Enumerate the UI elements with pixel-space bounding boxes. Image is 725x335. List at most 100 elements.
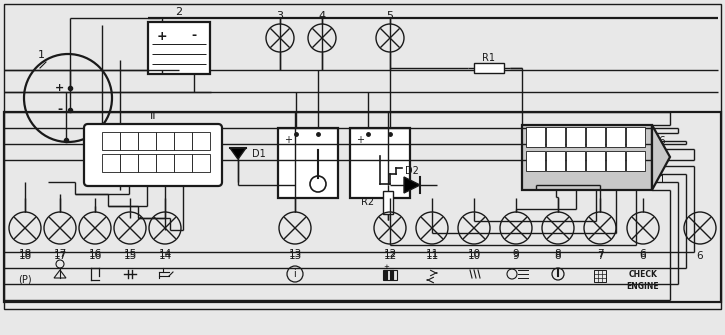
Text: 3: 3 [613, 154, 619, 163]
Text: 12: 12 [384, 249, 397, 259]
Text: 14: 14 [158, 251, 172, 261]
Bar [156, 132, 174, 150]
Text: -: - [191, 29, 196, 43]
Text: 8: 8 [555, 251, 561, 261]
Text: 7: 7 [597, 249, 603, 259]
Bar [156, 154, 174, 172]
Bar [138, 154, 156, 172]
Text: 6: 6 [659, 136, 666, 146]
Text: +: + [55, 83, 65, 93]
Bar [586, 127, 605, 147]
Text: +: + [356, 135, 364, 145]
Text: 18: 18 [18, 249, 32, 259]
Text: 7: 7 [597, 251, 603, 261]
Bar [383, 191, 393, 214]
Text: 13: 13 [289, 249, 302, 259]
Text: 2: 2 [108, 135, 114, 144]
Bar [120, 132, 138, 150]
Bar [102, 154, 120, 172]
Bar [594, 270, 606, 282]
Polygon shape [652, 125, 670, 190]
Text: 6: 6 [180, 135, 186, 144]
Text: 16: 16 [88, 251, 102, 261]
Text: II: II [150, 111, 157, 121]
Text: R1: R1 [483, 53, 495, 63]
Text: 7: 7 [198, 135, 204, 144]
Text: 1: 1 [659, 175, 666, 185]
Text: 12: 12 [178, 157, 188, 166]
Text: 10: 10 [590, 131, 602, 139]
Text: 10: 10 [468, 249, 481, 259]
Text: 2: 2 [633, 154, 639, 163]
Text: 6: 6 [553, 154, 559, 163]
Text: (P): (P) [18, 274, 32, 284]
Bar [526, 127, 545, 147]
Text: -: - [57, 104, 62, 117]
Bar [546, 127, 565, 147]
Bar [192, 132, 210, 150]
Text: 2: 2 [175, 7, 183, 17]
Bar [174, 154, 192, 172]
Text: +: + [284, 135, 292, 145]
Bar [120, 154, 138, 172]
Bar [606, 151, 625, 171]
Text: 9: 9 [513, 251, 519, 261]
Text: 8: 8 [108, 157, 114, 166]
Bar [474, 63, 504, 73]
Text: 15: 15 [123, 251, 136, 261]
Text: 15: 15 [123, 249, 136, 259]
Text: CHECK: CHECK [629, 270, 658, 279]
Text: D2: D2 [405, 166, 419, 176]
Bar [278, 128, 338, 198]
Text: 13: 13 [530, 131, 542, 139]
Bar [522, 125, 652, 190]
Bar [138, 132, 156, 150]
Text: 11: 11 [426, 251, 439, 261]
Text: R2: R2 [361, 197, 374, 207]
Text: 10: 10 [141, 157, 153, 166]
Bar [350, 128, 410, 198]
Bar [383, 270, 397, 280]
Text: 1: 1 [90, 150, 96, 159]
Text: 10: 10 [468, 251, 481, 261]
Text: D1: D1 [252, 149, 266, 159]
Text: 8: 8 [555, 249, 561, 259]
Text: 14: 14 [158, 249, 172, 259]
Text: +: + [383, 264, 389, 270]
Text: 3: 3 [276, 11, 283, 21]
Polygon shape [404, 177, 420, 193]
Bar [586, 151, 605, 171]
Bar [526, 151, 545, 171]
Bar [626, 127, 645, 147]
Bar [566, 151, 585, 171]
Text: 7: 7 [533, 154, 539, 163]
Text: 18: 18 [18, 251, 32, 261]
Text: i: i [294, 269, 297, 279]
Text: 6: 6 [639, 251, 646, 261]
Text: 11: 11 [160, 157, 171, 166]
Text: 8: 8 [633, 131, 639, 139]
Text: 1: 1 [38, 50, 45, 60]
Text: +: + [157, 29, 167, 43]
Bar [192, 154, 210, 172]
Text: 17: 17 [54, 249, 67, 259]
Text: 5: 5 [573, 154, 579, 163]
Text: 12: 12 [550, 131, 562, 139]
Bar [174, 132, 192, 150]
Text: 9: 9 [613, 131, 619, 139]
Text: 12: 12 [384, 251, 397, 261]
Text: 3: 3 [126, 135, 132, 144]
Bar [606, 127, 625, 147]
Text: ENGINE: ENGINE [626, 282, 659, 291]
Bar [4, 112, 721, 302]
Bar [566, 127, 585, 147]
Text: 13: 13 [195, 157, 207, 166]
Bar [148, 22, 210, 74]
Text: 6: 6 [639, 249, 646, 259]
Polygon shape [230, 148, 246, 159]
Bar [546, 151, 565, 171]
Text: 16: 16 [88, 249, 102, 259]
Text: 17: 17 [54, 251, 67, 261]
Text: 11: 11 [426, 249, 439, 259]
FancyBboxPatch shape [84, 124, 222, 186]
